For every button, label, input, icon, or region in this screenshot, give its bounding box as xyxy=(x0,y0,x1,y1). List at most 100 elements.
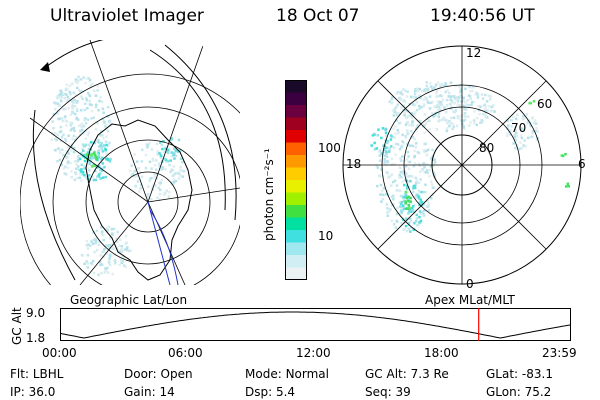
aurora-pixel xyxy=(418,201,421,204)
aurora-pixel xyxy=(113,259,116,262)
aurora-pixel xyxy=(404,123,408,126)
aurora-pixel xyxy=(97,152,100,155)
aurora-pixel xyxy=(408,174,411,178)
aurora-pixel xyxy=(124,265,127,268)
aurora-pixel xyxy=(93,164,96,167)
aurora-pixel xyxy=(65,99,69,103)
aurora-pixel xyxy=(415,142,418,145)
aurora-pixel xyxy=(416,87,419,91)
aurora-pixel xyxy=(561,154,565,158)
aurora-pixel xyxy=(70,145,74,149)
aurora-pixel xyxy=(444,90,447,94)
aurora-pixel xyxy=(68,90,71,94)
aurora-pixel xyxy=(158,183,162,186)
aurora-pixel xyxy=(455,96,459,99)
aurora-pixel xyxy=(90,261,93,265)
aurora-pixel xyxy=(90,154,93,157)
aurora-pixel xyxy=(111,241,114,245)
aurora-pixel xyxy=(94,240,98,243)
aurora-pixel xyxy=(94,178,97,182)
aurora-pixel xyxy=(172,165,175,168)
aurora-pixel xyxy=(71,107,75,110)
aurora-pixel xyxy=(440,94,443,98)
aurora-pixel xyxy=(404,135,407,138)
aurora-pixel xyxy=(139,187,142,190)
aurora-pixel xyxy=(155,142,159,145)
aurora-pixel xyxy=(172,182,175,185)
aurora-pixel xyxy=(392,146,396,149)
aurora-pixel xyxy=(121,254,124,257)
aurora-pixel xyxy=(448,91,451,95)
aurora-pixel xyxy=(406,121,409,124)
aurora-pixel xyxy=(383,158,386,161)
aurora-pixel xyxy=(177,138,181,142)
aurora-pixel xyxy=(463,101,467,104)
aurora-pixel xyxy=(400,201,404,204)
aurora-pixel xyxy=(405,229,409,233)
footer-filter: Flt: LBHL xyxy=(10,367,64,381)
aurora-pixel xyxy=(83,159,87,163)
aurora-pixel xyxy=(101,162,105,165)
aurora-pixel xyxy=(441,98,445,102)
aurora-pixel xyxy=(164,147,167,150)
aurora-pixel xyxy=(105,252,108,255)
aurora-pixel xyxy=(80,95,83,98)
aurora-pixel xyxy=(404,193,407,196)
aurora-pixel xyxy=(94,238,97,242)
aurora-pixel xyxy=(145,195,149,198)
aurora-pixel xyxy=(411,175,414,178)
aurora-pixel xyxy=(97,139,100,142)
aurora-pixel xyxy=(415,196,419,200)
aurora-pixel xyxy=(177,177,181,180)
aurora-pixel xyxy=(403,100,407,103)
aurora-pixel xyxy=(407,203,410,207)
aurora-pixel xyxy=(103,165,106,169)
aurora-pixel xyxy=(396,91,400,94)
aurora-pixel xyxy=(469,121,472,124)
aurora-pixel xyxy=(418,94,421,97)
aurora-pixel xyxy=(373,133,376,136)
aurora-pixel xyxy=(385,203,389,206)
aurora-pixel xyxy=(425,162,428,166)
aurora-pixel xyxy=(134,169,138,172)
aurora-pixel xyxy=(380,152,383,155)
aurora-pixel xyxy=(80,163,84,167)
aurora-pixel xyxy=(108,261,111,264)
intensity-colorbar xyxy=(285,80,307,280)
aurora-pixel xyxy=(436,104,439,107)
aurora-pixel xyxy=(163,193,167,197)
aurora-pixel xyxy=(56,96,59,100)
aurora-pixel xyxy=(83,102,87,105)
aurora-pixel xyxy=(170,151,174,154)
aurora-pixel xyxy=(430,196,433,200)
aurora-pixel xyxy=(379,193,382,196)
aurora-pixel xyxy=(146,143,150,146)
colorbar-segment xyxy=(285,92,307,106)
aurora-pixel xyxy=(100,157,103,161)
aurora-pixel xyxy=(414,181,418,184)
aurora-pixel xyxy=(73,99,76,102)
aurora-pixel xyxy=(131,173,135,176)
aurora-pixel xyxy=(87,91,90,95)
aurora-pixel xyxy=(163,156,166,159)
aurora-pixel xyxy=(416,193,419,196)
aurora-pixel xyxy=(417,195,420,198)
aurora-pixel xyxy=(104,175,108,179)
aurora-pixel xyxy=(429,101,433,105)
aurora-pixel xyxy=(520,127,524,130)
colorbar-segment xyxy=(285,105,307,118)
aurora-pixel xyxy=(415,108,419,112)
footer-glon: GLon: 75.2 xyxy=(486,385,552,399)
aurora-pixel xyxy=(85,260,88,263)
aurora-pixel xyxy=(74,171,77,174)
aurora-pixel xyxy=(70,170,73,173)
aurora-pixel xyxy=(446,89,449,92)
aurora-pixel xyxy=(388,208,391,211)
aurora-pixel xyxy=(510,119,513,122)
aurora-pixel xyxy=(508,133,512,136)
aurora-pixel xyxy=(148,179,151,183)
aurora-pixel xyxy=(408,209,411,212)
altitude-tick-high: 9.0 xyxy=(26,306,46,320)
aurora-pixel xyxy=(395,189,399,192)
aurora-pixel xyxy=(489,98,492,101)
